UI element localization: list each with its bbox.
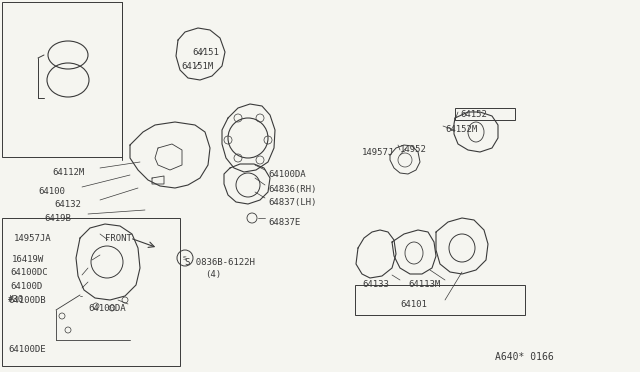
Text: 64151: 64151 [192, 48, 219, 57]
Text: 64152: 64152 [460, 110, 487, 119]
Text: 14957J: 14957J [362, 148, 394, 157]
Bar [355, 285, 525, 315]
Text: #30: #30 [8, 295, 24, 304]
Text: 6419B: 6419B [44, 214, 71, 223]
Text: 64100: 64100 [38, 187, 65, 196]
Text: S: S [183, 256, 187, 260]
Text: 64151M: 64151M [181, 62, 213, 71]
Bar [2, 2, 122, 157]
Text: 16419W: 16419W [12, 255, 44, 264]
Bar [2, 218, 180, 366]
Text: 64837E: 64837E [268, 218, 300, 227]
Text: 64100DA: 64100DA [88, 304, 125, 313]
Text: 64100DB: 64100DB [8, 296, 45, 305]
Text: 14952: 14952 [400, 145, 427, 154]
Text: (4): (4) [205, 270, 221, 279]
Text: 64133: 64133 [362, 280, 389, 289]
Text: 64837(LH): 64837(LH) [268, 198, 316, 207]
Text: S 0836B-6122H: S 0836B-6122H [185, 258, 255, 267]
Text: A640* 0166: A640* 0166 [495, 352, 554, 362]
Text: 64100DA: 64100DA [268, 170, 306, 179]
Bar [455, 108, 515, 120]
Text: 64113M: 64113M [408, 280, 440, 289]
Text: 64100DC: 64100DC [10, 268, 47, 277]
Text: FRONT: FRONT [105, 234, 132, 243]
Text: 64836(RH): 64836(RH) [268, 185, 316, 194]
Text: 64152M: 64152M [445, 125, 477, 134]
Text: 14957JA: 14957JA [14, 234, 52, 243]
Text: 64101: 64101 [400, 300, 427, 309]
Text: 64132: 64132 [54, 200, 81, 209]
Text: 64100DE: 64100DE [8, 345, 45, 354]
Text: 64112M: 64112M [52, 168, 84, 177]
Text: 64100D: 64100D [10, 282, 42, 291]
